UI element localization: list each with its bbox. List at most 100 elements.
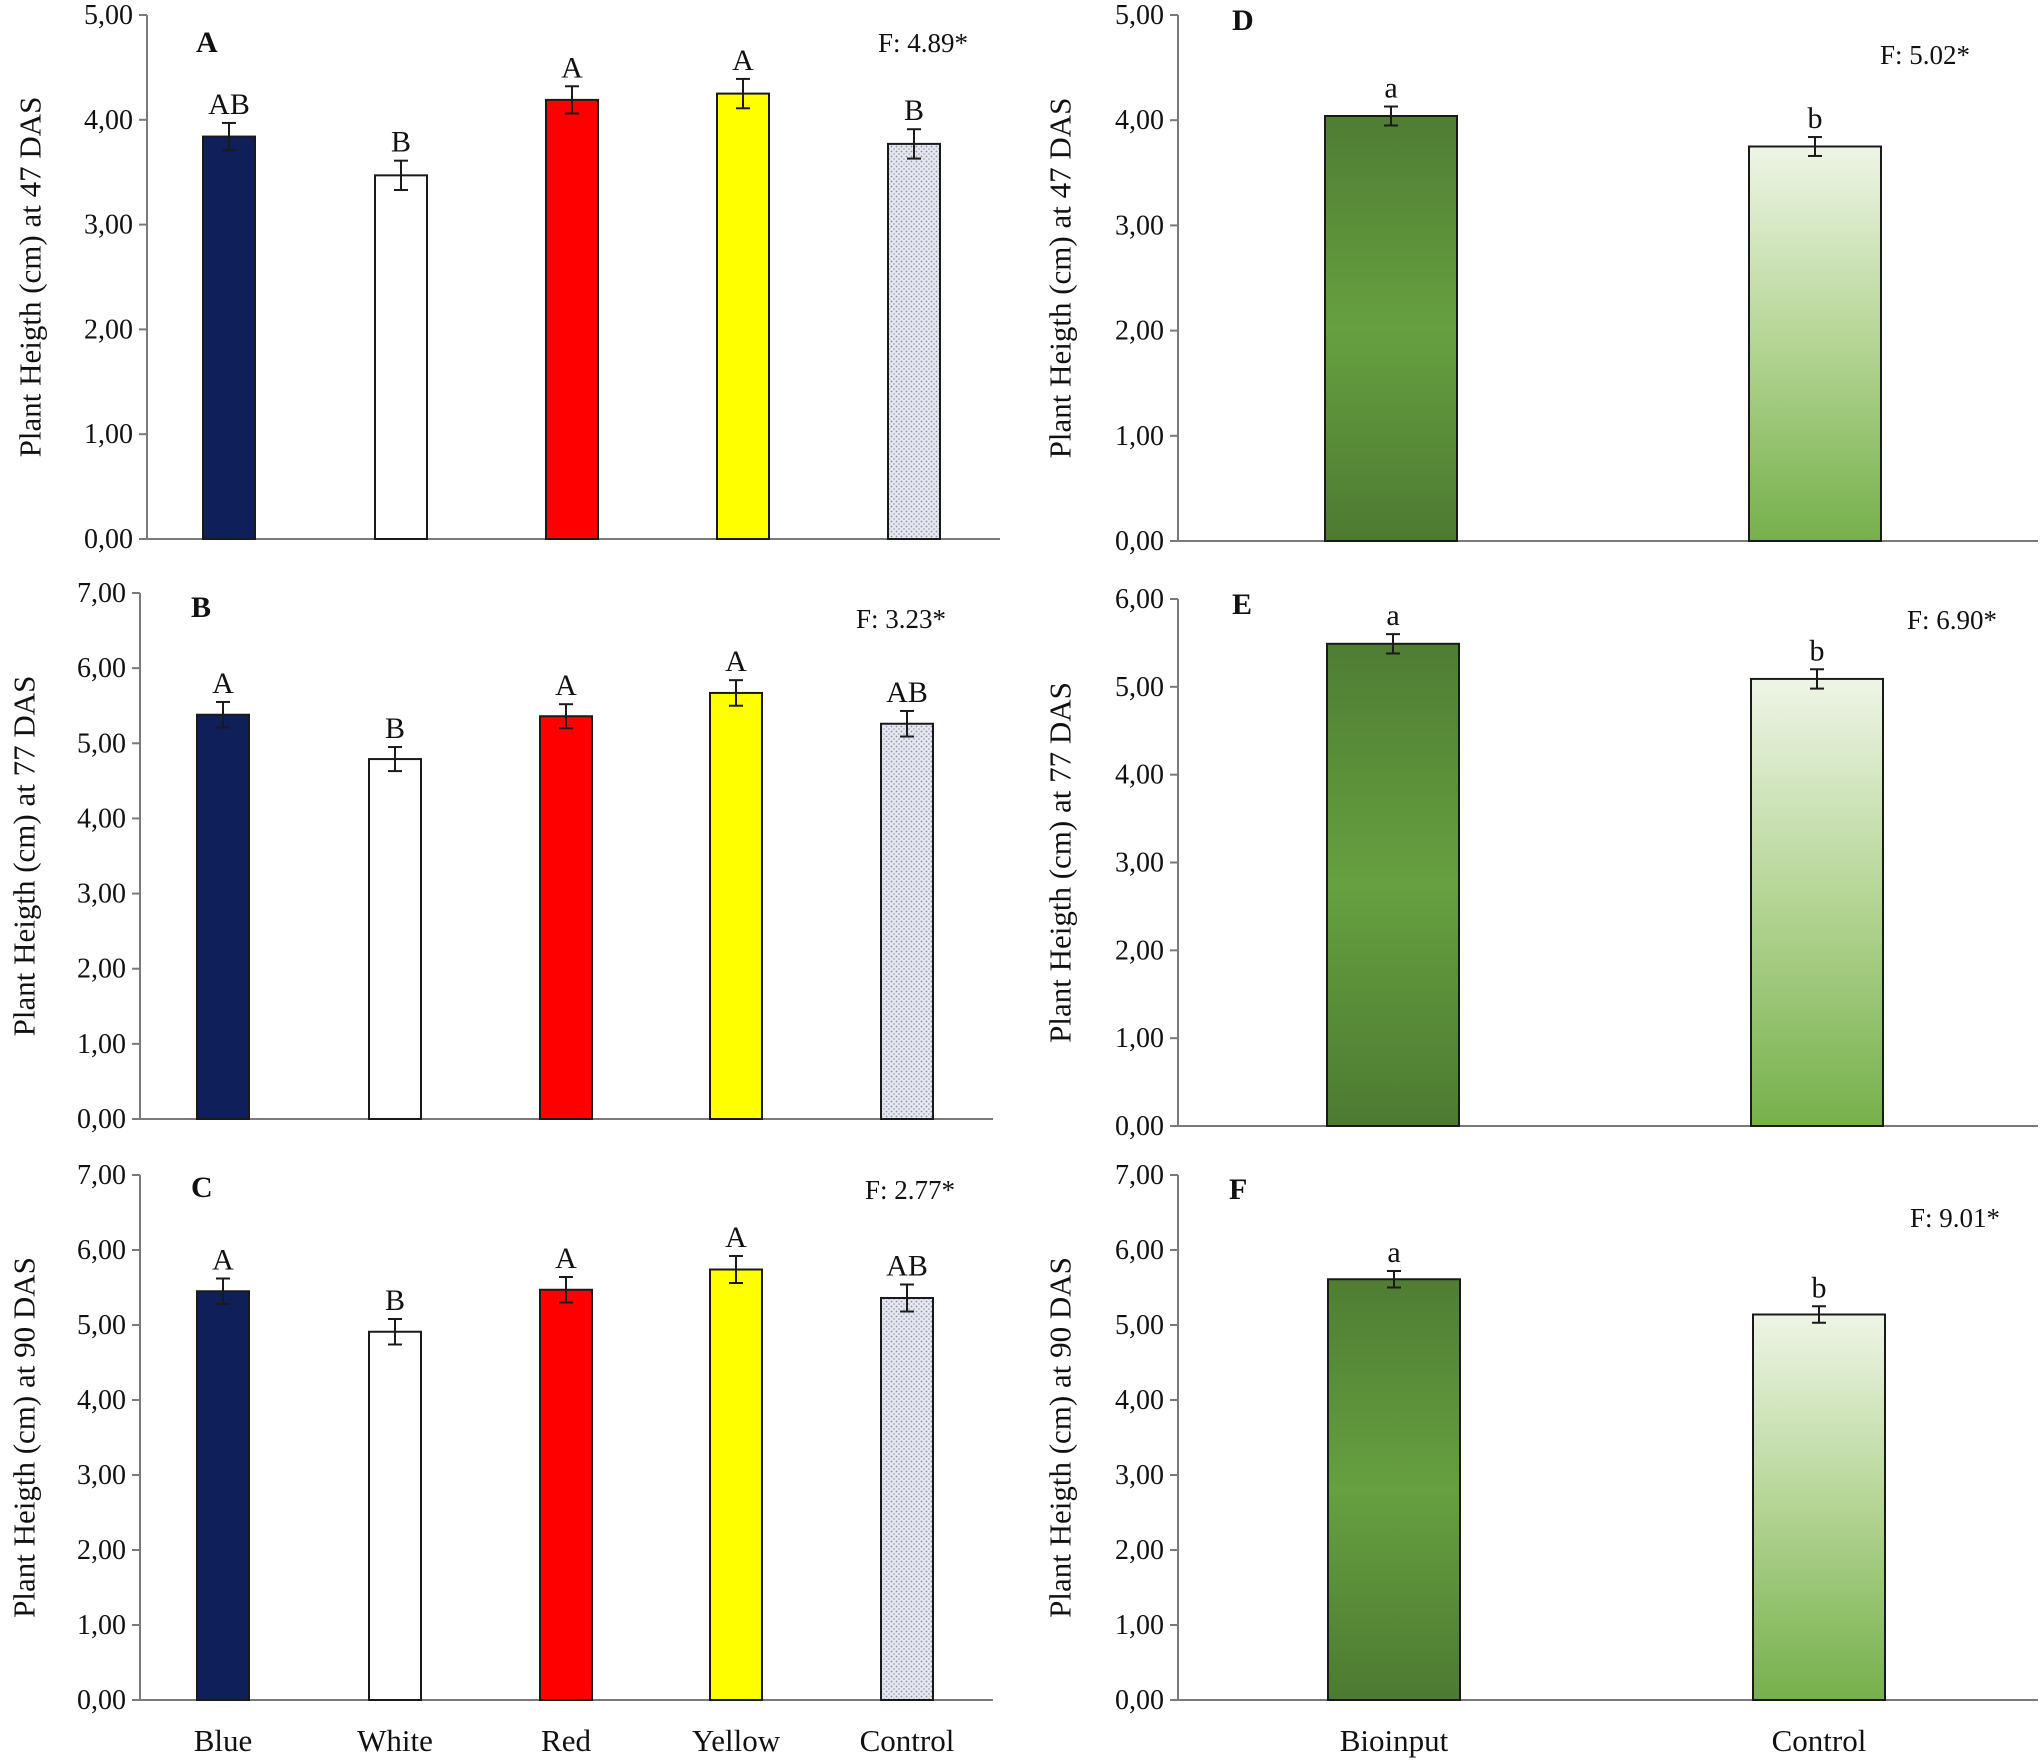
- bar-bioinput: [1327, 1278, 1461, 1701]
- f-statistic: F: 5.02*: [1880, 40, 1970, 70]
- y-tick-label: 4,00: [1115, 1385, 1164, 1416]
- bar-blue: [196, 1290, 250, 1701]
- panel-e: 0,00 1,00 2,00 3,00 4,00 5,00 6,00 Plant Heigth…: [1043, 584, 2038, 1142]
- y-tick-label: 4,00: [77, 803, 126, 834]
- y-tick-label: 5,00: [84, 0, 133, 31]
- panel-label: C: [191, 1171, 213, 1204]
- significance-letter: a: [1384, 72, 1397, 105]
- bar-control: [1748, 145, 1882, 542]
- y-tick-label: 5,00: [77, 1310, 126, 1341]
- bar-white: [368, 1330, 422, 1701]
- significance-letter: A: [212, 1244, 234, 1277]
- panel-b: 0,00 1,00 2,00 3,00 4,00 5,00 6,00 7,00 Plant He…: [7, 578, 993, 1135]
- bar-control: [1750, 677, 1884, 1127]
- significance-letter: b: [1810, 634, 1825, 667]
- category-label: Blue: [194, 1723, 253, 1758]
- y-tick-label: 3,00: [1115, 1460, 1164, 1491]
- f-statistic: F: 6.90*: [1907, 605, 1997, 635]
- panel-d: 0,00 1,00 2,00 3,00 4,00 5,00 Plant Heigth (cm…: [1043, 0, 2038, 557]
- y-tick-label: 2,00: [1115, 316, 1164, 347]
- y-tick-label: 1,00: [77, 1610, 126, 1641]
- y-tick-label: 5,00: [1115, 0, 1164, 31]
- bar-yellow: [709, 691, 763, 1120]
- bar-control: [887, 142, 941, 541]
- y-tick-label: 2,00: [1115, 1535, 1164, 1566]
- significance-letter: A: [725, 645, 747, 678]
- y-tick-label: 2,00: [1115, 935, 1164, 966]
- y-tick-label: 3,00: [77, 1460, 126, 1491]
- y-tick-label: 3,00: [1115, 210, 1164, 241]
- significance-letter: A: [732, 44, 754, 77]
- y-axis-title: Plant Heigth (cm) at 77 DAS: [1043, 682, 1078, 1043]
- f-statistic: F: 9.01*: [1910, 1203, 2000, 1233]
- y-tick-label: 1,00: [1115, 1023, 1164, 1054]
- y-axis-title: Plant Heigth (cm) at 47 DAS: [13, 97, 48, 458]
- y-tick-label: 6,00: [1115, 1235, 1164, 1266]
- y-tick-label: 5,00: [1115, 1310, 1164, 1341]
- y-tick-label: 5,00: [77, 728, 126, 759]
- y-tick-label: 4,00: [84, 105, 133, 136]
- significance-letter: B: [391, 126, 411, 159]
- y-tick-label: 0,00: [77, 1685, 126, 1716]
- significance-letter: b: [1812, 1271, 1827, 1304]
- significance-letter: B: [385, 712, 405, 745]
- panel-c: 0,00 1,00 2,00 3,00 4,00 5,00 6,00 7,00 Plant He…: [7, 1160, 993, 1758]
- y-tick-label: 1,00: [84, 419, 133, 450]
- panel-label: B: [191, 591, 211, 624]
- y-tick-label: 6,00: [77, 1235, 126, 1266]
- y-tick-label: 0,00: [84, 524, 133, 555]
- y-tick-label: 6,00: [77, 653, 126, 684]
- category-label: Red: [541, 1723, 591, 1758]
- bar-bioinput: [1326, 642, 1460, 1127]
- y-tick-label: 0,00: [1115, 526, 1164, 557]
- significance-letter: a: [1387, 1236, 1400, 1269]
- f-statistic: F: 4.89*: [878, 28, 968, 58]
- panel-label: E: [1232, 588, 1252, 621]
- significance-letter: A: [212, 667, 234, 700]
- significance-letter: A: [725, 1221, 747, 1254]
- significance-letter: AB: [208, 88, 250, 121]
- significance-letter: b: [1808, 102, 1823, 135]
- bar-bioinput: [1324, 114, 1458, 542]
- f-statistic: F: 3.23*: [856, 604, 946, 634]
- panel-label: D: [1232, 4, 1254, 37]
- bar-yellow: [709, 1268, 763, 1701]
- y-tick-label: 4,00: [1115, 105, 1164, 136]
- significance-letter: A: [555, 669, 577, 702]
- bar-blue: [196, 713, 250, 1121]
- bar-control: [880, 722, 934, 1121]
- y-tick-label: 7,00: [1115, 1160, 1164, 1191]
- y-tick-label: 0,00: [77, 1104, 126, 1135]
- bar-control: [880, 1297, 934, 1701]
- significance-letter: a: [1386, 599, 1399, 632]
- panel-label: A: [196, 26, 218, 59]
- bar-white: [374, 174, 428, 540]
- category-label: Yellow: [692, 1723, 781, 1758]
- bar-red: [539, 1288, 593, 1701]
- y-tick-label: 7,00: [77, 578, 126, 609]
- y-tick-label: 0,00: [1115, 1111, 1164, 1142]
- y-axis-title: Plant Heigth (cm) at 47 DAS: [1043, 98, 1078, 459]
- y-tick-label: 3,00: [77, 879, 126, 910]
- significance-letter: A: [555, 1242, 577, 1275]
- significance-letter: A: [561, 51, 583, 84]
- y-tick-label: 2,00: [77, 1535, 126, 1566]
- y-tick-label: 2,00: [77, 954, 126, 985]
- y-tick-label: 1,00: [1115, 421, 1164, 452]
- f-statistic: F: 2.77*: [865, 1175, 955, 1205]
- y-tick-label: 0,00: [1115, 1685, 1164, 1716]
- significance-letter: AB: [886, 676, 928, 709]
- category-label: Control: [1772, 1723, 1867, 1758]
- panel-a: 0,00 1,00 2,00 3,00 4,00 5,00 Plant Heigth (cm…: [13, 0, 1000, 555]
- y-tick-label: 7,00: [77, 1160, 126, 1191]
- category-label: Control: [860, 1723, 955, 1758]
- bar-red: [539, 715, 593, 1121]
- significance-letter: AB: [886, 1250, 928, 1283]
- y-tick-label: 2,00: [84, 314, 133, 345]
- panel-f: 0,00 1,00 2,00 3,00 4,00 5,00 6,00 7,00 Plant He…: [1043, 1160, 2038, 1758]
- y-tick-label: 1,00: [1115, 1610, 1164, 1641]
- y-tick-label: 3,00: [1115, 848, 1164, 879]
- category-label: White: [357, 1723, 433, 1758]
- panel-label: F: [1229, 1173, 1247, 1206]
- y-axis-title: Plant Heigth (cm) at 90 DAS: [7, 1257, 42, 1618]
